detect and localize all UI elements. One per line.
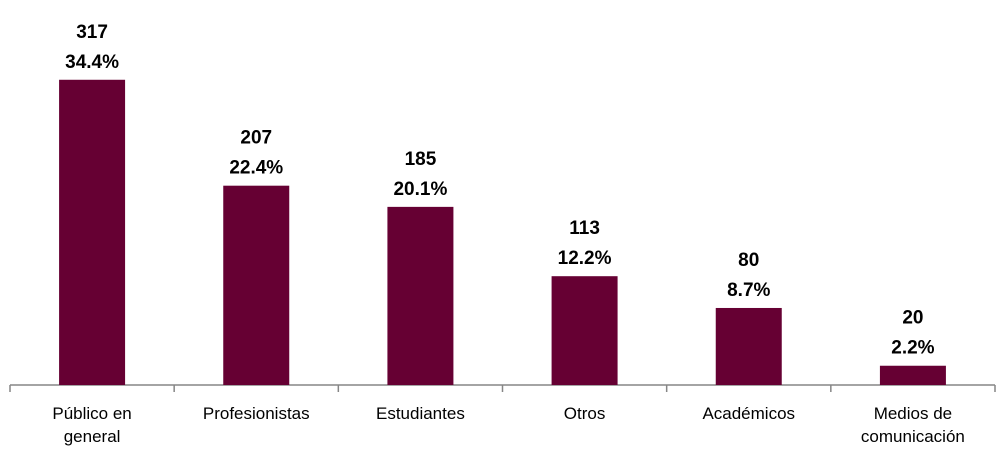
x-tick-label: Otros bbox=[563, 404, 606, 423]
share-label: 2.2% bbox=[891, 338, 934, 359]
value-label: 80 bbox=[738, 250, 759, 271]
value-label: 185 bbox=[405, 149, 437, 170]
value-label: 20 bbox=[902, 308, 923, 329]
share-label: 34.4% bbox=[65, 52, 119, 73]
value-label: 207 bbox=[240, 128, 272, 149]
share-label: 22.4% bbox=[229, 158, 283, 179]
x-tick-label: Académicos bbox=[702, 404, 796, 423]
share-label: 20.1% bbox=[393, 179, 447, 200]
bar bbox=[551, 276, 618, 385]
x-tick-label: Estudiantes bbox=[375, 404, 465, 423]
bar bbox=[387, 206, 454, 385]
share-label: 8.7% bbox=[727, 280, 770, 301]
bar bbox=[59, 79, 126, 385]
bar bbox=[715, 307, 782, 385]
x-tick-label: Medios de comunicación bbox=[860, 404, 965, 446]
value-label: 317 bbox=[76, 22, 108, 43]
bar bbox=[879, 365, 946, 385]
bar bbox=[223, 185, 290, 385]
value-label: 113 bbox=[569, 218, 600, 239]
share-label: 12.2% bbox=[558, 248, 612, 269]
x-tick-label: Profesionistas bbox=[202, 404, 310, 423]
x-tick-label: Público en general bbox=[52, 404, 132, 446]
